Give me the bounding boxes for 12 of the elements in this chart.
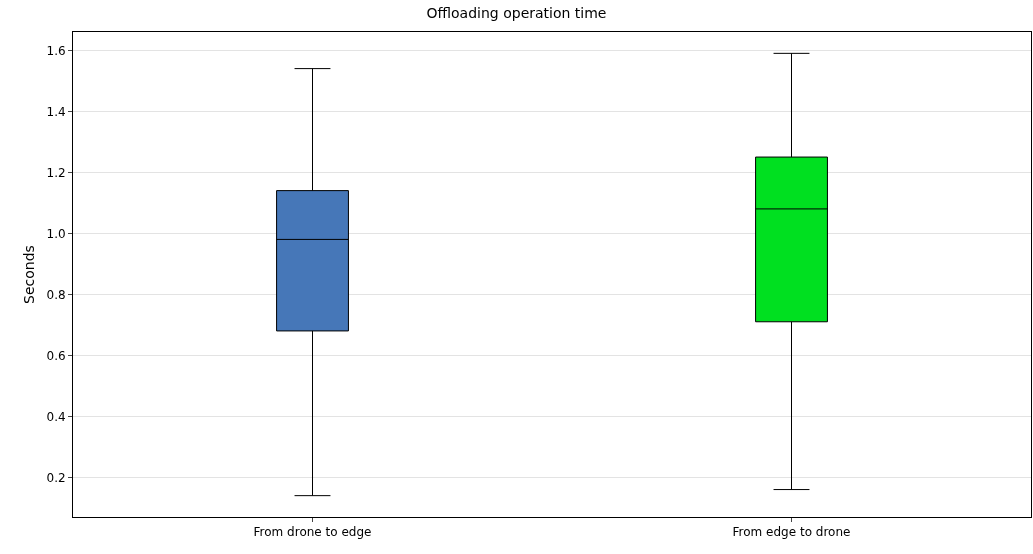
- y-tick-label: 1.4: [46, 104, 66, 119]
- x-tick-label: From edge to drone: [732, 525, 851, 540]
- y-tick-label: 1.6: [46, 43, 66, 58]
- y-tick-label: 0.4: [46, 409, 66, 424]
- chart-title: Offloading operation time: [426, 5, 607, 22]
- y-tick-label: 0.6: [46, 348, 66, 363]
- y-tick-label: 1.2: [46, 165, 66, 180]
- y-tick-label: 0.2: [46, 470, 66, 485]
- y-tick-label: 1.0: [46, 226, 66, 241]
- y-tick-label: 0.8: [46, 287, 66, 302]
- y-axis-title: Seconds: [21, 245, 38, 304]
- x-tick-label: From drone to edge: [253, 525, 372, 540]
